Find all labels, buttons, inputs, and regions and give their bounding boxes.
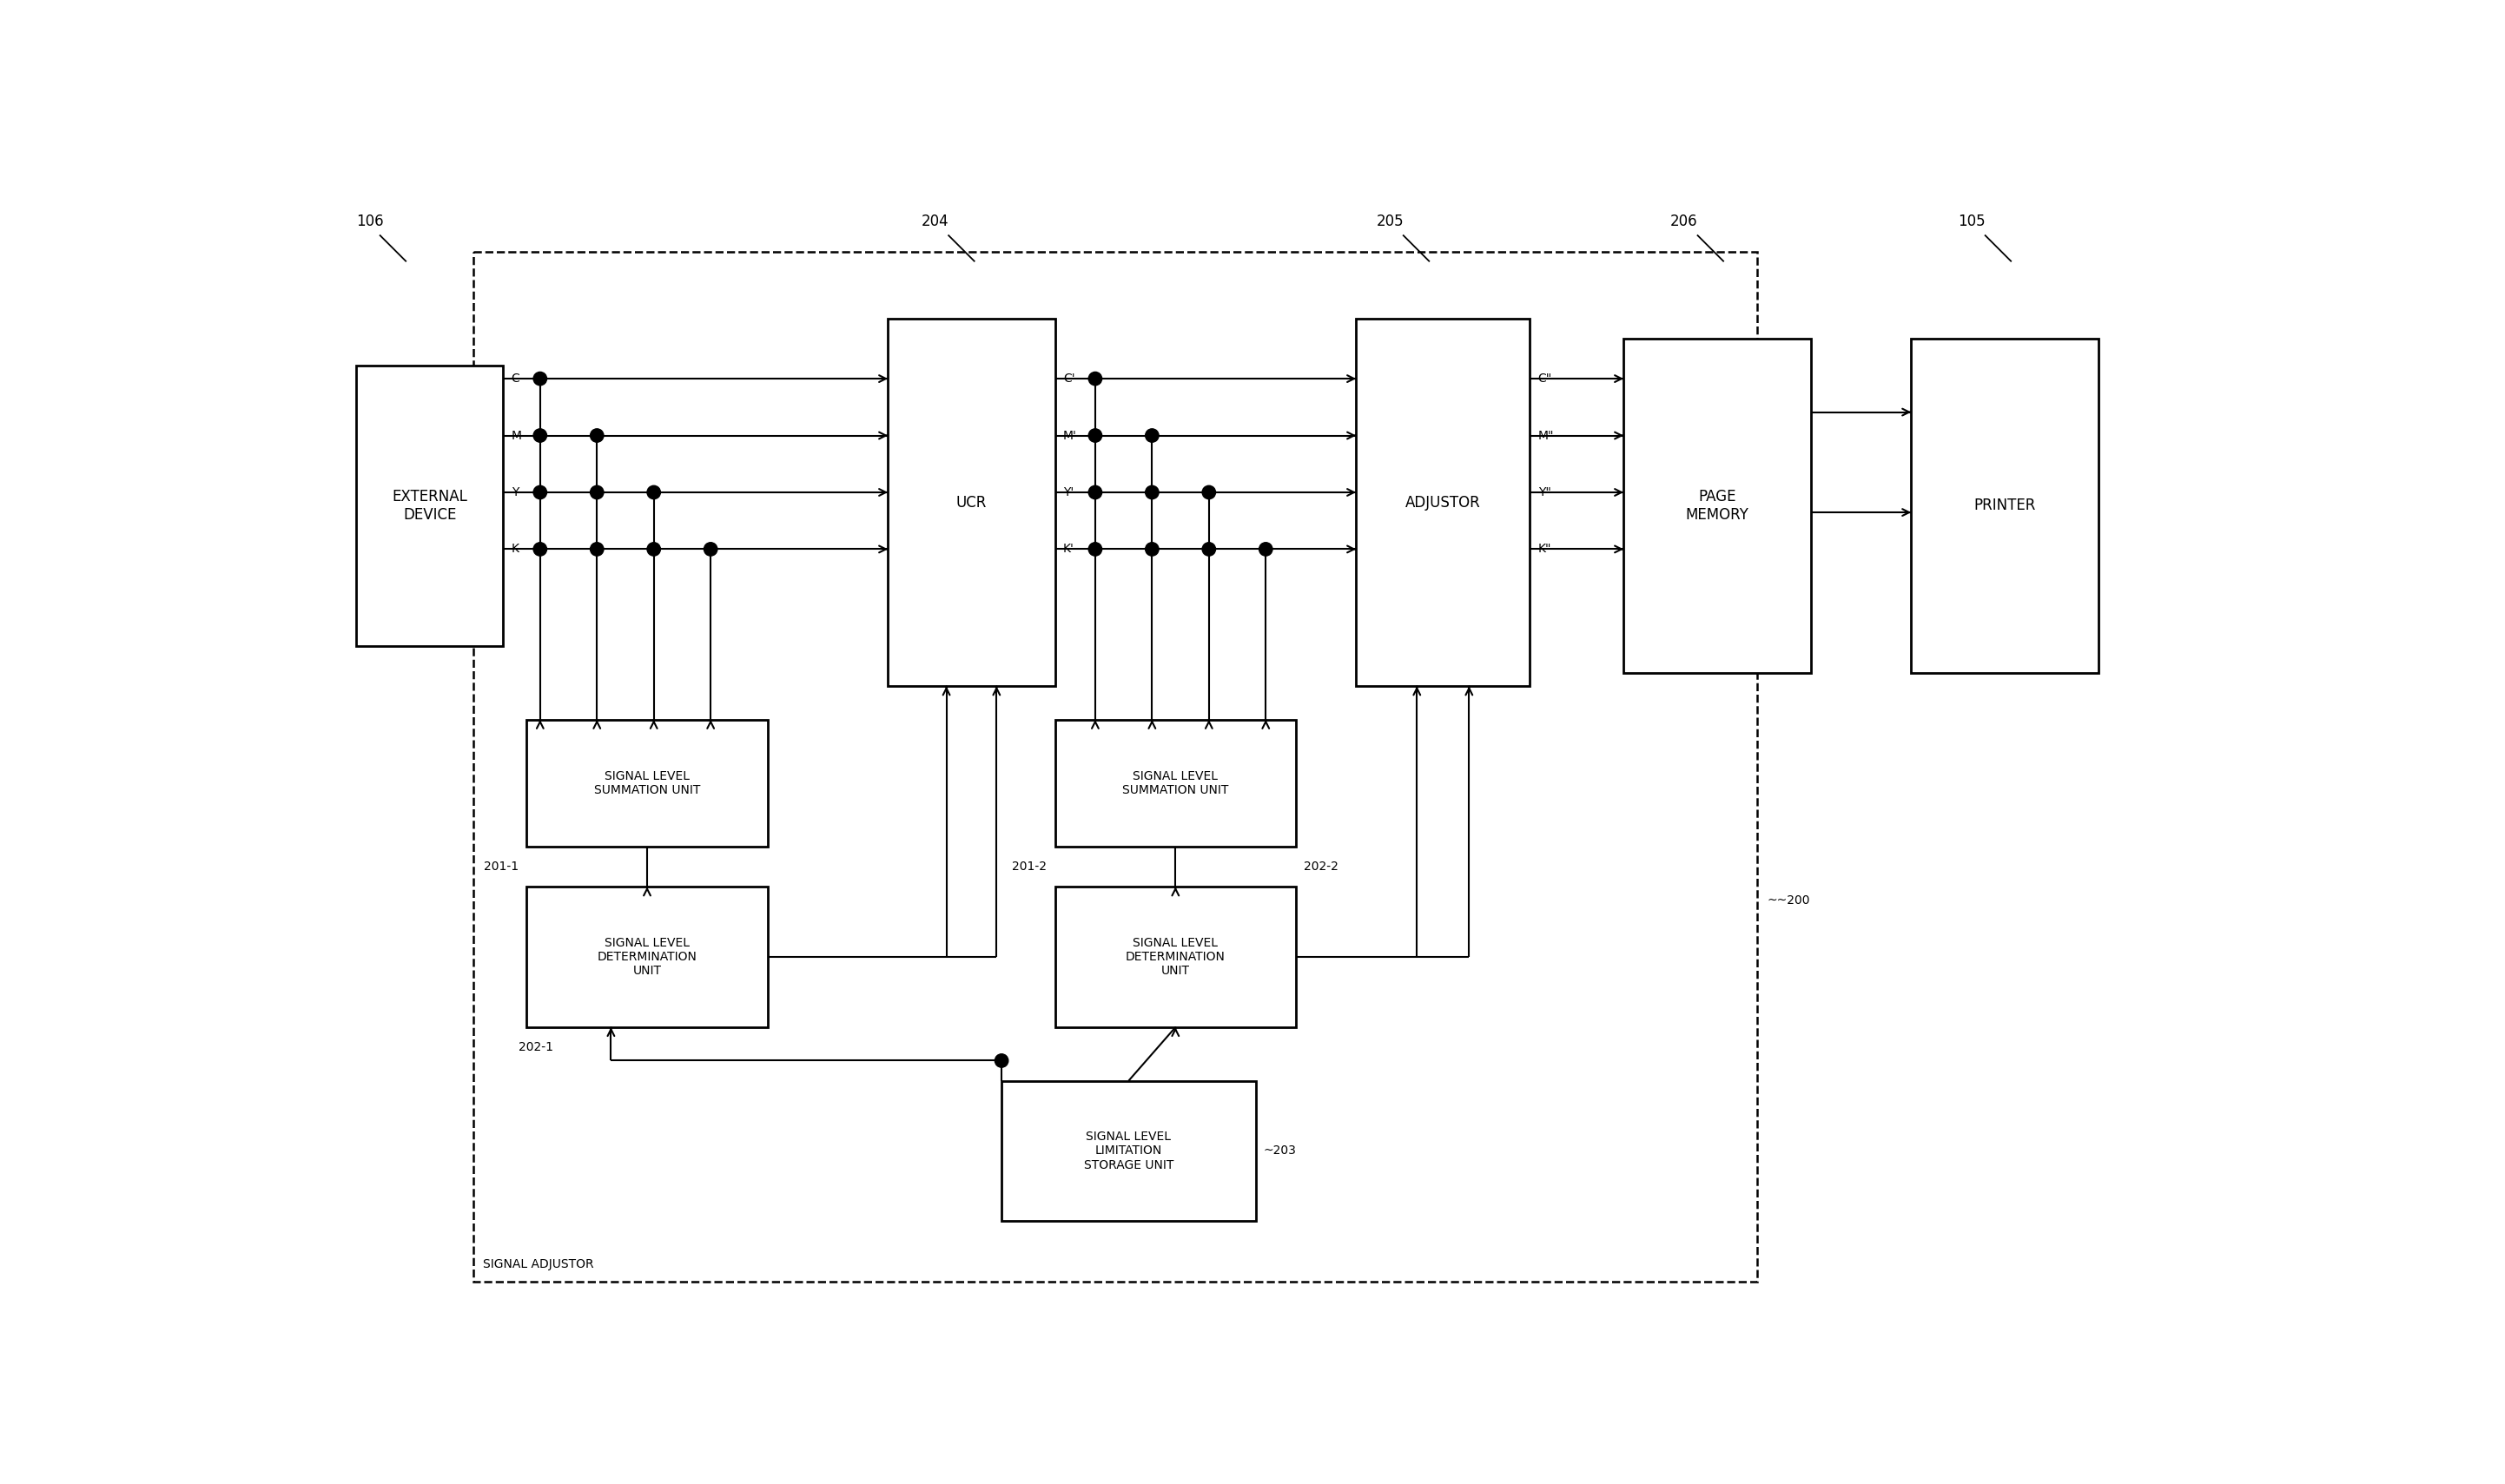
Text: 206: 206 xyxy=(1671,214,1698,230)
Circle shape xyxy=(1202,485,1215,499)
Bar xyxy=(1623,338,1811,672)
Text: Y': Y' xyxy=(1062,487,1075,499)
Bar xyxy=(1355,319,1531,686)
Text: M": M" xyxy=(1538,429,1553,442)
Bar xyxy=(356,365,504,646)
Bar xyxy=(1055,887,1295,1027)
Bar xyxy=(1002,1080,1255,1221)
Text: 106: 106 xyxy=(356,214,383,230)
Circle shape xyxy=(1145,543,1160,556)
Circle shape xyxy=(1090,485,1102,499)
Circle shape xyxy=(646,485,661,499)
Bar xyxy=(887,319,1055,686)
Circle shape xyxy=(1090,372,1102,386)
Text: ~~200: ~~200 xyxy=(1769,895,1811,907)
Text: SIGNAL LEVEL
DETERMINATION
UNIT: SIGNAL LEVEL DETERMINATION UNIT xyxy=(1125,936,1225,976)
Text: 201-2: 201-2 xyxy=(1012,861,1047,873)
Text: 205: 205 xyxy=(1375,214,1403,230)
Text: 202-2: 202-2 xyxy=(1305,861,1338,873)
Circle shape xyxy=(1145,485,1160,499)
Text: ADJUSTOR: ADJUSTOR xyxy=(1405,494,1480,510)
Text: UCR: UCR xyxy=(957,494,987,510)
Text: M': M' xyxy=(1062,429,1077,442)
Bar xyxy=(1055,720,1295,847)
Text: SIGNAL ADJUSTOR: SIGNAL ADJUSTOR xyxy=(483,1258,594,1270)
Circle shape xyxy=(1202,543,1215,556)
Text: SIGNAL LEVEL
SUMMATION UNIT: SIGNAL LEVEL SUMMATION UNIT xyxy=(1122,770,1227,797)
Text: SIGNAL LEVEL
SUMMATION UNIT: SIGNAL LEVEL SUMMATION UNIT xyxy=(594,770,701,797)
Bar xyxy=(473,252,1759,1281)
Bar xyxy=(526,720,767,847)
Circle shape xyxy=(704,543,716,556)
Text: 105: 105 xyxy=(1959,214,1986,230)
Circle shape xyxy=(534,372,546,386)
Text: C: C xyxy=(511,372,521,384)
Text: ~203: ~203 xyxy=(1263,1144,1298,1158)
Text: Y: Y xyxy=(511,487,519,499)
Circle shape xyxy=(591,429,604,442)
Text: PAGE
MEMORY: PAGE MEMORY xyxy=(1686,488,1748,522)
Text: M: M xyxy=(511,429,521,442)
Text: 201-1: 201-1 xyxy=(483,861,519,873)
Circle shape xyxy=(1260,543,1273,556)
Circle shape xyxy=(1090,543,1102,556)
Text: K': K' xyxy=(1062,543,1075,555)
Circle shape xyxy=(646,543,661,556)
Circle shape xyxy=(534,543,546,556)
Circle shape xyxy=(994,1054,1007,1067)
Text: SIGNAL LEVEL
LIMITATION
STORAGE UNIT: SIGNAL LEVEL LIMITATION STORAGE UNIT xyxy=(1085,1131,1172,1171)
Text: PRINTER: PRINTER xyxy=(1974,499,2037,513)
Text: 202-1: 202-1 xyxy=(519,1042,554,1054)
Circle shape xyxy=(591,543,604,556)
Text: C': C' xyxy=(1062,372,1075,384)
Bar xyxy=(1911,338,2099,672)
Bar xyxy=(526,887,767,1027)
Circle shape xyxy=(1145,429,1160,442)
Circle shape xyxy=(591,485,604,499)
Text: K: K xyxy=(511,543,519,555)
Circle shape xyxy=(534,485,546,499)
Circle shape xyxy=(534,429,546,442)
Text: SIGNAL LEVEL
DETERMINATION
UNIT: SIGNAL LEVEL DETERMINATION UNIT xyxy=(596,936,696,976)
Text: Y": Y" xyxy=(1538,487,1551,499)
Text: K": K" xyxy=(1538,543,1551,555)
Text: 204: 204 xyxy=(922,214,949,230)
Text: EXTERNAL
DEVICE: EXTERNAL DEVICE xyxy=(391,488,468,522)
Circle shape xyxy=(1090,429,1102,442)
Text: C": C" xyxy=(1538,372,1553,384)
